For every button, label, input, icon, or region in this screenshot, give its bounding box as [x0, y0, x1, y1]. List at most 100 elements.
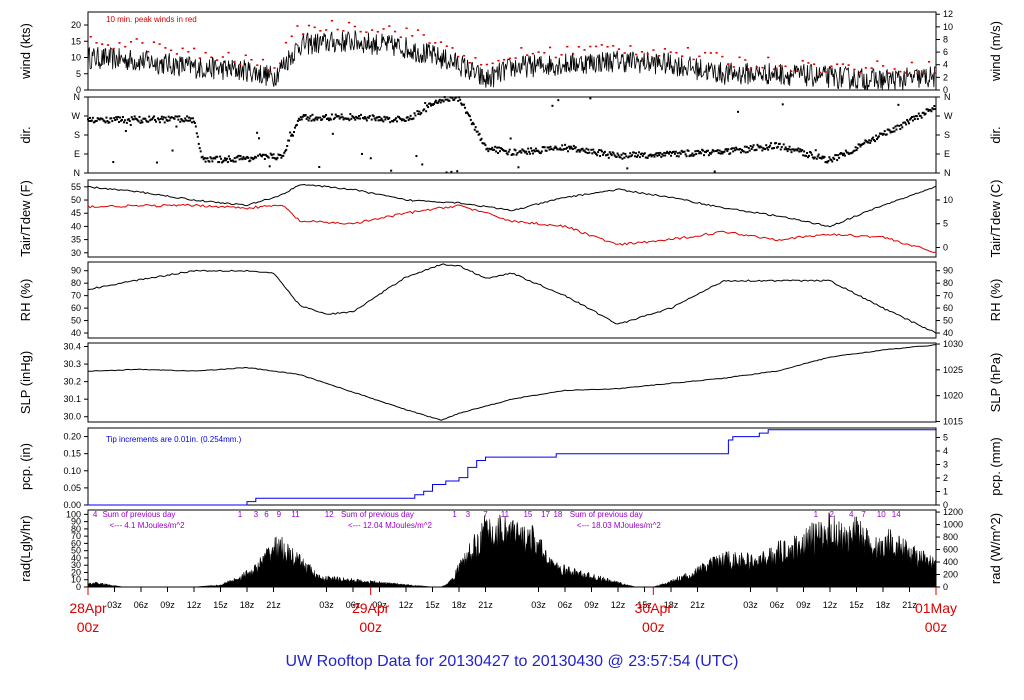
wind-dir-point	[184, 117, 187, 120]
ylabel-left-slp: SLP (inHg)	[18, 351, 33, 414]
wind-dir-point	[539, 152, 542, 155]
peak-wind-mark	[95, 42, 98, 44]
xtick-label: 12z	[823, 600, 838, 610]
wind-dir-point	[703, 154, 706, 157]
wind-dir-point	[121, 115, 124, 118]
wind-dir-point	[624, 152, 627, 155]
wind-dir-point	[859, 145, 862, 148]
peak-wind-mark	[147, 50, 150, 53]
wind-dir-point	[123, 119, 126, 122]
wind-dir-point	[328, 117, 331, 120]
wind-dir-point	[342, 118, 345, 121]
peak-wind-mark	[491, 62, 494, 65]
wind-dir-point	[148, 115, 151, 118]
wind-dir-point	[190, 121, 193, 124]
ytick-label-right-dir: S	[944, 130, 950, 140]
wind-dir-point	[529, 152, 532, 155]
wind-dir-point	[180, 118, 183, 121]
wind-dir-point	[566, 146, 569, 149]
wind-dir-point	[772, 146, 775, 149]
wind-dir-point	[218, 161, 221, 164]
wind-dir-point	[615, 155, 618, 158]
wind-dir-point	[363, 116, 366, 119]
wind-dir-point	[238, 158, 241, 161]
wind-dir-point	[269, 152, 272, 155]
panel-frame-wind	[87, 11, 937, 91]
peak-wind-mark	[772, 68, 776, 71]
wind-dir-point	[734, 149, 737, 152]
wind-dir-point	[101, 118, 104, 121]
wind-dir-point	[360, 113, 363, 116]
wind-dir-point	[426, 104, 429, 107]
xtick-label: 12z	[187, 600, 202, 610]
wind-dir-point	[912, 115, 915, 118]
ytick-label-left-rad: 10	[71, 575, 81, 585]
wind-dir-point	[390, 169, 393, 172]
wind-dir-point	[124, 130, 127, 133]
ytick-label-right-pcp: 3	[943, 459, 948, 469]
ylabel-right-dir: dir.	[988, 126, 1003, 143]
wind-dir-point	[713, 170, 716, 173]
wind-dir-point	[317, 116, 320, 119]
rad-hour-label: 1	[452, 510, 457, 519]
wind-dir-point	[260, 155, 263, 158]
wind-dir-point	[817, 153, 820, 156]
peak-wind-mark	[646, 53, 649, 55]
wind-dir-point	[594, 151, 597, 154]
wind-dir-point	[652, 154, 655, 157]
wind-dir-point	[321, 118, 324, 121]
wind-dir-point	[877, 135, 880, 138]
wind-dir-point	[606, 153, 609, 156]
wind-dir-point	[353, 117, 356, 120]
wind-dir-point	[179, 120, 182, 123]
wind-dir-point	[910, 115, 913, 118]
wind-dir-point	[162, 116, 165, 119]
wind-dir-point	[844, 149, 847, 152]
peak-wind-mark	[612, 45, 615, 47]
wind-dir-point	[170, 116, 173, 119]
ytick-label-left-slp: 30.1	[63, 394, 81, 404]
wind-dir-point	[341, 116, 344, 119]
wind-dir-point	[548, 148, 551, 151]
rad-hour-label: 11	[291, 510, 300, 519]
wind-dir-point	[331, 132, 334, 135]
wind-dir-point	[575, 150, 578, 153]
wind-dir-point	[905, 123, 908, 126]
wind-dir-point	[855, 149, 858, 152]
peak-wind-mark	[790, 70, 793, 73]
xtick-label: 06z	[134, 600, 149, 610]
wind-dir-point	[289, 131, 292, 134]
ylabel-left-pcp: pcp. (in)	[18, 443, 33, 490]
wind-dir-point	[268, 165, 271, 168]
wind-dir-point	[151, 118, 154, 121]
ytick-label-left-rad: 60	[71, 538, 81, 548]
wind-dir-point	[246, 155, 249, 158]
wind-dir-point	[242, 156, 245, 159]
peak-wind-mark	[405, 27, 408, 30]
wind-dir-point	[764, 148, 767, 151]
xtick-label: 09z	[796, 600, 811, 610]
wind-dir-point	[568, 147, 571, 150]
wind-dir-point	[556, 148, 559, 151]
wind-dir-point	[204, 160, 207, 163]
date-label: 30Apr	[635, 600, 673, 616]
peak-wind-mark	[187, 50, 190, 53]
wind-dir-point	[801, 149, 804, 152]
wind-dir-point	[858, 143, 861, 146]
peak-wind-mark	[480, 63, 483, 66]
ytick-label-left-temp: 45	[71, 208, 81, 218]
peak-wind-mark	[623, 52, 626, 54]
wind-dir-point	[619, 156, 622, 159]
wind-dir-point	[434, 99, 437, 102]
peak-wind-mark	[836, 63, 839, 65]
peak-wind-mark	[376, 30, 379, 33]
wind-dir-point	[799, 148, 802, 151]
wind-dir-point	[821, 155, 824, 158]
peak-wind-mark	[721, 55, 724, 58]
wind-dir-point	[135, 118, 138, 121]
wind-dir-point	[717, 151, 720, 154]
wind-dir-point	[767, 148, 770, 151]
wind-dir-point	[484, 144, 487, 147]
ytick-label-left-rad: 100	[66, 509, 81, 519]
wind-dir-point	[584, 151, 587, 154]
